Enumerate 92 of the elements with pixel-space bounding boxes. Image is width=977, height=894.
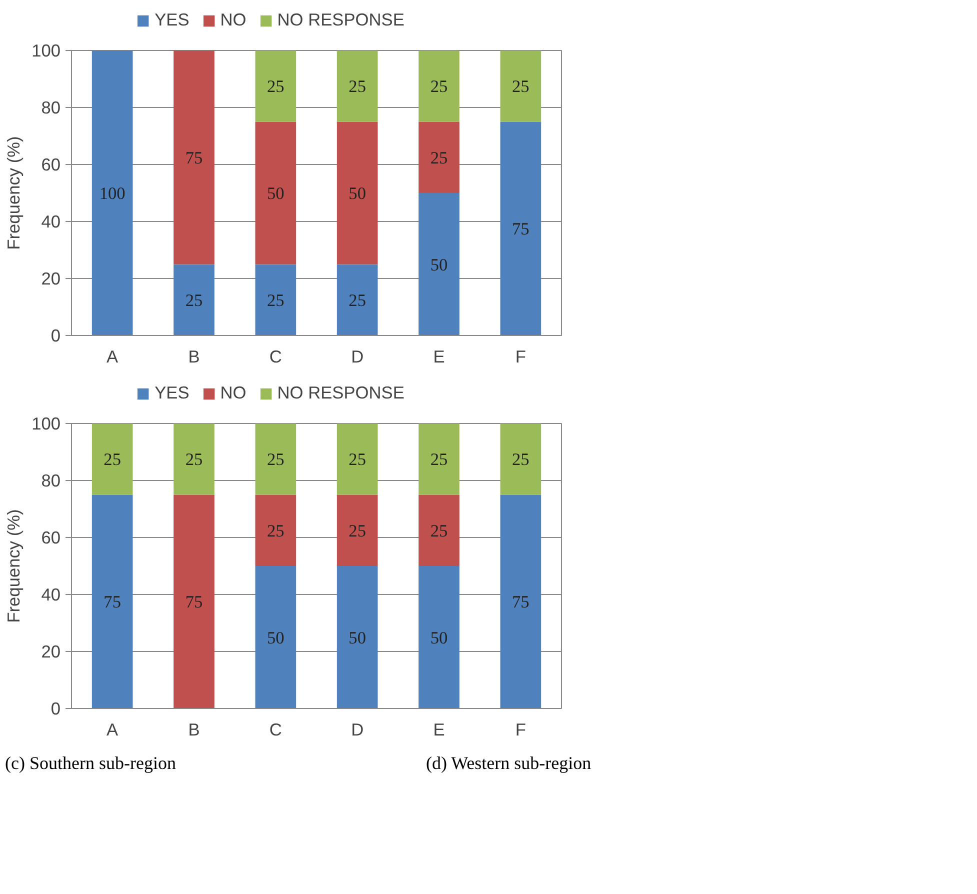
data-label: 50 (267, 184, 284, 203)
bar (174, 424, 214, 495)
bar (255, 122, 296, 264)
data-label: 25 (348, 521, 366, 540)
y-tick-label: 40 (41, 584, 61, 604)
y-tick-label: 40 (41, 212, 61, 232)
data-label: 25 (430, 521, 448, 540)
legend-label: NO (220, 382, 246, 404)
data-label: 75 (104, 592, 121, 612)
data-label: 25 (104, 450, 121, 470)
text: (c) Southern sub-region (5, 753, 176, 773)
data-label: 25 (267, 521, 284, 540)
data-label: 75 (512, 220, 530, 239)
data-label: 25 (267, 290, 284, 310)
x-tick-label: E (433, 346, 445, 366)
y-tick-label: 0 (50, 326, 61, 346)
data-label: 25 (185, 290, 203, 310)
data-label: 75 (185, 148, 203, 168)
data-label: 25 (267, 450, 284, 470)
legend-label: YES (154, 10, 190, 30)
y-tick-label: 80 (41, 98, 61, 118)
x-tick-label: A (106, 346, 119, 366)
y-tick-label: 60 (41, 154, 61, 174)
bar (336, 424, 378, 495)
x-tick-label: A (106, 720, 119, 740)
data-label: 25 (512, 450, 530, 470)
x-tick-label: D (351, 346, 364, 366)
bar (174, 264, 214, 336)
bar (336, 50, 378, 122)
x-tick-label: B (188, 720, 200, 740)
bar (255, 50, 296, 122)
bar (92, 424, 133, 495)
data-label: 25 (348, 77, 366, 96)
legend-label: YES (154, 382, 190, 404)
bar (174, 50, 214, 264)
data-label: 50 (430, 628, 448, 648)
bar (255, 566, 296, 708)
bar (92, 50, 133, 336)
y-tick-label: 100 (32, 414, 61, 434)
data-label: 25 (512, 77, 530, 96)
bar (174, 494, 214, 708)
bar (336, 566, 378, 708)
y-tick-label: 20 (41, 268, 61, 288)
bar (336, 264, 378, 336)
data-label: 25 (185, 450, 203, 470)
bar (418, 494, 460, 566)
x-tick-label: B (188, 346, 200, 366)
bar (500, 424, 542, 495)
bar (500, 50, 542, 122)
y-tick-label: 20 (41, 642, 61, 662)
legend-label: NO RESPONSE (277, 10, 404, 30)
bar (255, 424, 296, 495)
data-label: 25 (348, 290, 366, 310)
y-tick-label: 0 (50, 698, 61, 718)
bar (418, 193, 460, 336)
x-tick-label: D (351, 720, 364, 740)
data-label: 25 (430, 148, 448, 168)
y-tick-label: 60 (41, 528, 61, 548)
bar (336, 494, 378, 566)
bar (255, 494, 296, 566)
y-tick-label: 100 (32, 40, 61, 60)
legend-label: NO RESPONSE (277, 382, 404, 404)
data-label: 75 (185, 592, 203, 612)
bar (418, 566, 460, 708)
y-tick-label: 80 (41, 470, 61, 490)
bar (418, 122, 460, 193)
text: (d) Western sub-region (426, 753, 592, 773)
x-tick-label: F (515, 346, 526, 366)
bar (500, 494, 542, 708)
data-label: 50 (348, 184, 366, 203)
x-tick-label: C (269, 346, 282, 366)
bar (336, 122, 378, 264)
legend-label: NO (220, 10, 246, 30)
bar (500, 122, 542, 336)
x-tick-label: C (269, 720, 282, 740)
data-label: 25 (430, 77, 448, 96)
x-tick-label: E (433, 720, 445, 740)
data-label: 75 (512, 592, 530, 612)
bar (418, 424, 460, 495)
data-label: 50 (430, 255, 448, 274)
data-label: 25 (430, 450, 448, 470)
data-label: 50 (267, 628, 284, 648)
y-axis-title: Frequency (%) (4, 509, 24, 623)
y-axis-title: Frequency (%) (4, 136, 24, 250)
bar (418, 50, 460, 122)
bar (255, 264, 296, 336)
data-label: 25 (348, 450, 366, 470)
x-tick-label: F (515, 720, 526, 740)
data-label: 50 (348, 628, 366, 648)
data-label: 100 (99, 184, 126, 203)
data-label: 25 (267, 77, 284, 96)
bar (92, 494, 133, 708)
